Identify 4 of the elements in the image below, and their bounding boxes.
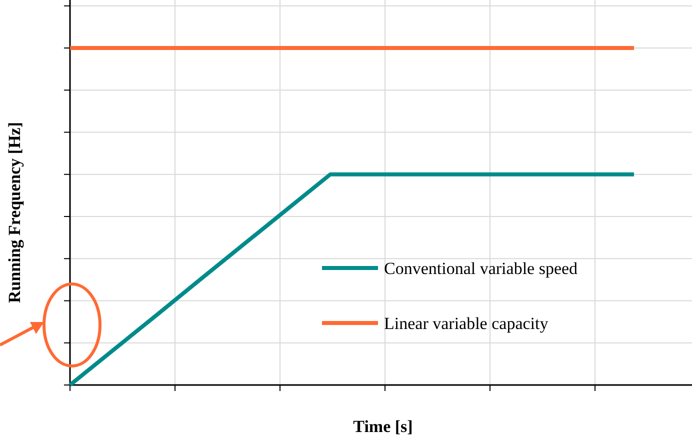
legend-label: Conventional variable speed bbox=[384, 259, 578, 278]
x-axis-title: Time [s] bbox=[353, 417, 413, 436]
y-axis-title: Running Frequency [Hz] bbox=[5, 122, 24, 304]
legend-label: Linear variable capacity bbox=[384, 314, 549, 333]
